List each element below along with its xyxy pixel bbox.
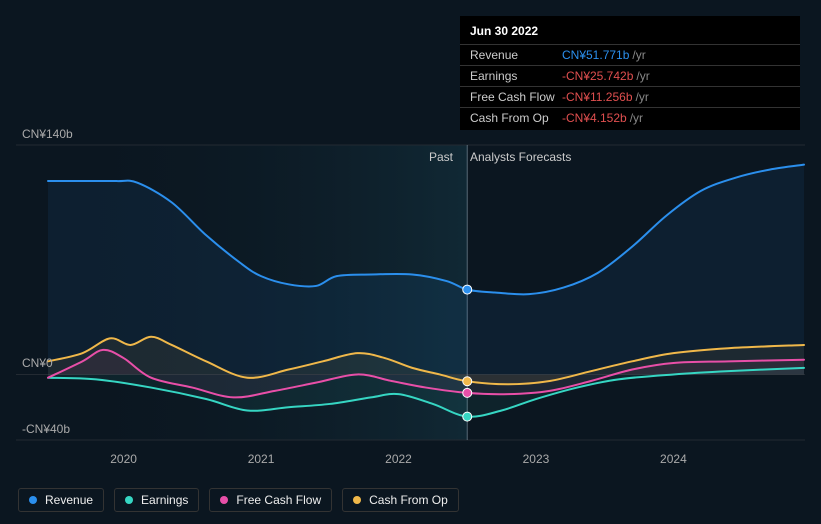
legend-dot-icon: [353, 496, 361, 504]
tooltip-row-label: Earnings: [470, 69, 562, 83]
y-axis-label: CN¥140b: [22, 127, 73, 141]
x-axis-label: 2022: [385, 452, 412, 466]
tooltip-row-unit: /yr: [632, 48, 645, 62]
x-axis-label: 2023: [523, 452, 550, 466]
tooltip-row-label: Revenue: [470, 48, 562, 62]
x-axis-label: 2021: [248, 452, 275, 466]
section-past-label: Past: [429, 150, 453, 164]
legend-item-earnings[interactable]: Earnings: [114, 488, 199, 512]
y-axis-label: -CN¥40b: [22, 422, 70, 436]
legend-item-label: Free Cash Flow: [236, 493, 321, 507]
legend-item-label: Cash From Op: [369, 493, 448, 507]
legend-item-cash-from-op[interactable]: Cash From Op: [342, 488, 459, 512]
tooltip-row-value: -CN¥11.256b: [562, 90, 633, 104]
tooltip-row-label: Free Cash Flow: [470, 90, 562, 104]
tooltip-row: Cash From Op-CN¥4.152b/yr: [460, 108, 800, 128]
tooltip-date: Jun 30 2022: [460, 18, 800, 45]
legend-dot-icon: [220, 496, 228, 504]
tooltip-row: Earnings-CN¥25.742b/yr: [460, 66, 800, 87]
tooltip: Jun 30 2022 RevenueCN¥51.771b/yrEarnings…: [460, 16, 800, 130]
tooltip-row: RevenueCN¥51.771b/yr: [460, 45, 800, 66]
legend-item-label: Earnings: [141, 493, 188, 507]
tooltip-row-value: -CN¥25.742b: [562, 69, 633, 83]
financials-chart: Jun 30 2022 RevenueCN¥51.771b/yrEarnings…: [0, 0, 821, 524]
tooltip-row-value: CN¥51.771b: [562, 48, 629, 62]
y-axis-label: CN¥0: [22, 356, 53, 370]
legend-item-free-cash-flow[interactable]: Free Cash Flow: [209, 488, 332, 512]
x-axis-label: 2020: [110, 452, 137, 466]
legend-dot-icon: [29, 496, 37, 504]
tooltip-row-unit: /yr: [630, 111, 643, 125]
tooltip-row-value: -CN¥4.152b: [562, 111, 627, 125]
legend-item-label: Revenue: [45, 493, 93, 507]
tooltip-row: Free Cash Flow-CN¥11.256b/yr: [460, 87, 800, 108]
legend: Revenue Earnings Free Cash Flow Cash From O…: [18, 488, 459, 512]
x-axis-label: 2024: [660, 452, 687, 466]
legend-item-revenue[interactable]: Revenue: [18, 488, 104, 512]
section-forecast-label: Analysts Forecasts: [470, 150, 571, 164]
tooltip-rows: RevenueCN¥51.771b/yrEarnings-CN¥25.742b/…: [460, 45, 800, 128]
tooltip-row-unit: /yr: [636, 90, 649, 104]
tooltip-row-label: Cash From Op: [470, 111, 562, 125]
legend-dot-icon: [125, 496, 133, 504]
tooltip-row-unit: /yr: [636, 69, 649, 83]
